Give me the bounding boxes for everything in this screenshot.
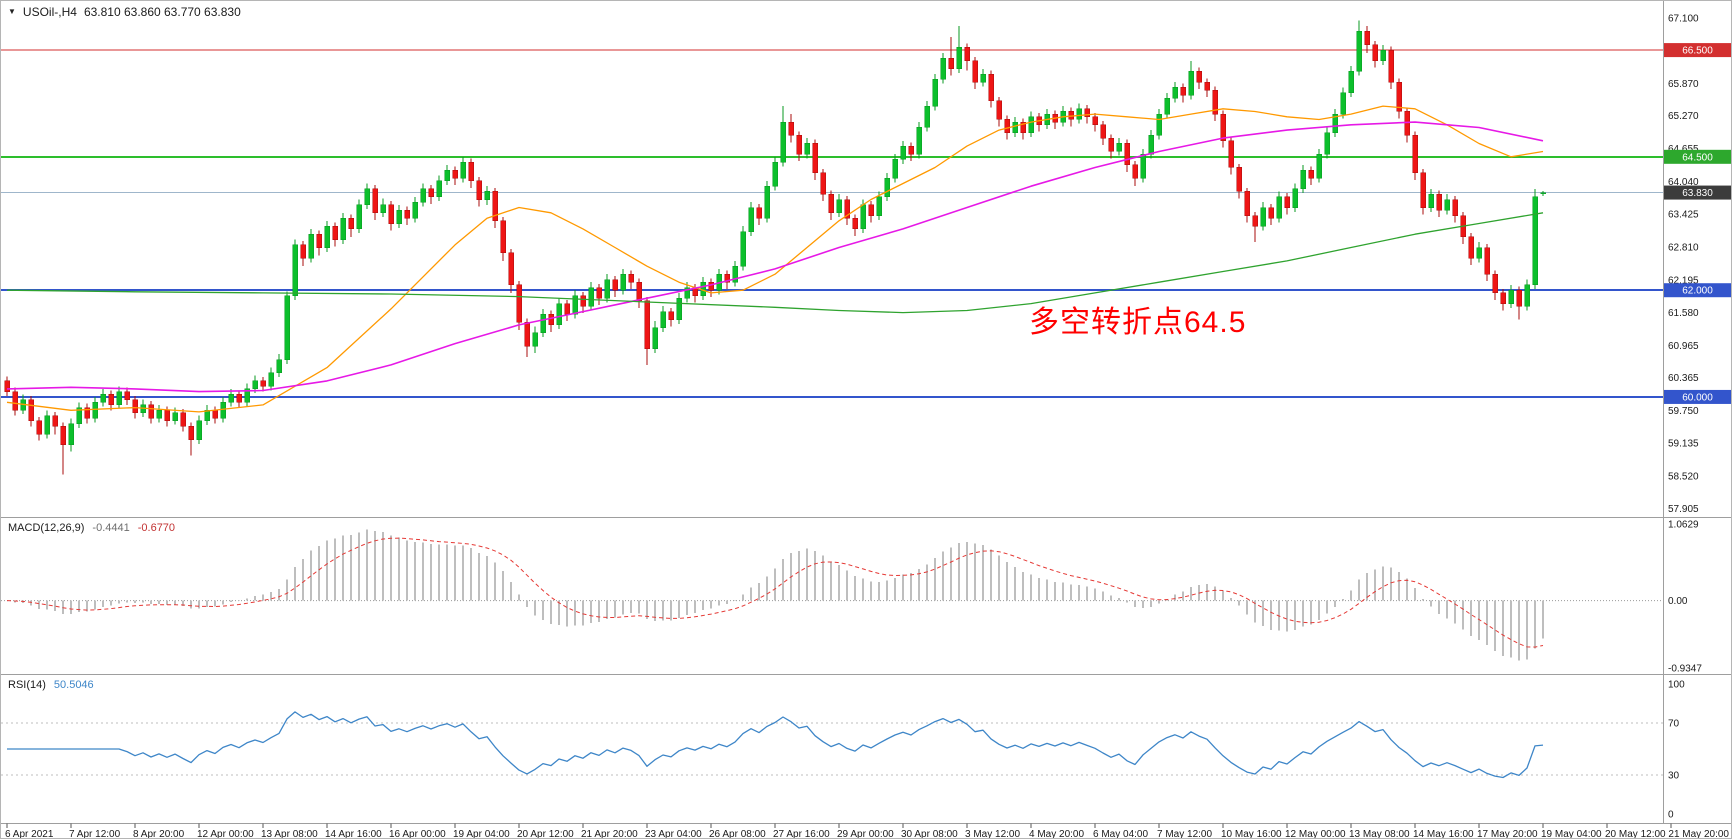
price-badge-rect [1664, 185, 1731, 200]
time-axis-label: 17 May 20:00 [1477, 829, 1538, 839]
price-axis-label: 58.520 [1668, 471, 1699, 482]
rsi-axis-label: 70 [1668, 719, 1680, 730]
time-axis-label: 16 Apr 00:00 [389, 829, 446, 839]
time-axis-label: 23 Apr 04:00 [645, 829, 702, 839]
price-axis-label: 65.870 [1668, 79, 1699, 90]
rsi-panel[interactable] [1, 711, 1663, 779]
time-axis-label: 21 May 20:00 [1668, 829, 1729, 839]
price-badge-label: 64.500 [1682, 152, 1713, 163]
macd-axis-label: -0.9347 [1668, 664, 1702, 675]
ma-line-ma-magenta [6, 121, 1544, 393]
price-axis-label: 67.100 [1668, 14, 1699, 25]
rsi-axis-label: 30 [1668, 770, 1680, 781]
time-axis-label: 19 May 04:00 [1541, 829, 1602, 839]
macd-signal-value: -0.6770 [137, 522, 176, 534]
macd-panel[interactable] [1, 529, 1663, 661]
price-axis-label: 57.905 [1668, 504, 1699, 515]
symbol-period-label: USOil-,H4 [22, 5, 77, 19]
price-axis-label: 63.425 [1668, 210, 1699, 221]
rsi-line [7, 711, 1544, 779]
time-axis-label: 30 Apr 08:00 [901, 829, 958, 839]
price-axis-label: 62.195 [1668, 275, 1699, 286]
time-axis-label: 12 Apr 00:00 [197, 829, 254, 839]
price-axis-label: 60.965 [1668, 341, 1699, 352]
time-axis-label: 7 May 12:00 [1157, 829, 1212, 839]
price-badge-label: 62.000 [1682, 286, 1713, 297]
time-axis-label: 3 May 12:00 [965, 829, 1020, 839]
price-axis[interactable]: 67.100 65.870 65.270 64.655 64.040 63.425 62.8… [1664, 14, 1731, 516]
time-axis-label: 13 Apr 08:00 [261, 829, 318, 839]
time-axis-label: 14 Apr 16:00 [325, 829, 382, 839]
time-axis-label: 14 May 16:00 [1413, 829, 1474, 839]
time-axis-label: 6 Apr 2021 [5, 829, 54, 839]
time-axis-label: 4 May 20:00 [1029, 829, 1084, 839]
price-axis-label: 64.655 [1668, 144, 1699, 155]
price-axis-label: 64.040 [1668, 177, 1699, 188]
price-axis-label: 59.135 [1668, 439, 1699, 450]
time-axis-label: 13 May 08:00 [1349, 829, 1410, 839]
macd-signal-line [6, 537, 1544, 648]
candles-series[interactable] [4, 20, 1546, 475]
time-axis-label: 29 Apr 00:00 [837, 829, 894, 839]
time-axis-label: 12 May 00:00 [1285, 829, 1346, 839]
panel-separators [1, 517, 1731, 824]
time-axis-label: 19 Apr 04:00 [453, 829, 510, 839]
chart-header: ▼ USOil-,H4 63.810 63.860 63.770 63.830 [8, 5, 241, 19]
macd-axis-label: 0.00 [1668, 596, 1688, 607]
ma-line-ma-orange [6, 105, 1544, 413]
price-badge-label: 60.000 [1682, 392, 1713, 403]
rsi-title: RSI(14) [8, 679, 46, 691]
ohlc-values: 63.810 63.860 63.770 63.830 [83, 5, 241, 19]
price-badge-label: 63.830 [1682, 188, 1713, 199]
price-axis-label: 62.810 [1668, 242, 1699, 253]
annotation-text: 多空转折点64.5 [1029, 306, 1247, 339]
price-badge-rect [1664, 389, 1731, 404]
macd-axis: 1.0629 0.00 -0.9347 [1668, 519, 1702, 674]
price-badge-label: 66.500 [1682, 46, 1713, 57]
symbol-dropdown-icon[interactable]: ▼ [8, 7, 16, 16]
time-axis[interactable]: 6 Apr 2021 7 Apr 12:00 8 Apr 20:00 12 Apr 0… [5, 823, 1729, 839]
time-axis-label: 27 Apr 16:00 [773, 829, 830, 839]
price-axis-label: 60.365 [1668, 373, 1699, 384]
time-axis-label: 20 May 12:00 [1605, 829, 1666, 839]
rsi-header: RSI(14) 50.5046 [8, 679, 94, 691]
macd-header: MACD(12,26,9) -0.4441 -0.6770 [8, 522, 175, 534]
time-axis-label: 8 Apr 20:00 [133, 829, 185, 839]
price-axis-label: 65.270 [1668, 111, 1699, 122]
time-axis-label: 21 Apr 20:00 [581, 829, 638, 839]
rsi-axis: 100 70 30 0 [1668, 680, 1685, 821]
horizontal-lines[interactable] [1, 49, 1663, 398]
time-axis-label: 7 Apr 12:00 [69, 829, 121, 839]
price-badge-rect [1664, 43, 1731, 58]
price-axis-label: 59.750 [1668, 406, 1699, 417]
time-axis-label: 26 Apr 08:00 [709, 829, 766, 839]
macd-histogram [14, 529, 1544, 661]
macd-axis-label: 1.0629 [1668, 519, 1699, 530]
rsi-value: 50.5046 [53, 679, 94, 691]
price-badge-rect [1664, 149, 1731, 164]
macd-title: MACD(12,26,9) [8, 522, 85, 534]
time-axis-label: 20 Apr 12:00 [517, 829, 574, 839]
price-badge-rect [1664, 283, 1731, 298]
price-axis-label: 61.580 [1668, 308, 1699, 319]
ma-line-ma-green [6, 212, 1544, 314]
macd-main-value: -0.4441 [92, 522, 130, 534]
rsi-axis-label: 0 [1668, 809, 1674, 820]
rsi-axis-label: 100 [1668, 680, 1685, 691]
time-axis-label: 6 May 04:00 [1093, 829, 1148, 839]
time-axis-label: 10 May 16:00 [1221, 829, 1282, 839]
